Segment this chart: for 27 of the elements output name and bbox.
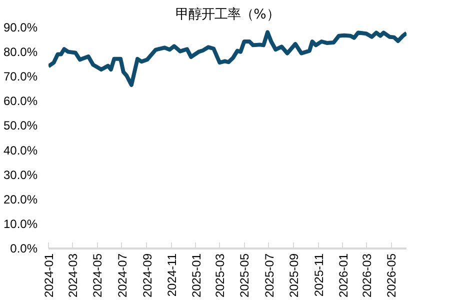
x-tick-label: 2025-03 [213,253,228,298]
y-tick-label: 30.0% [3,168,38,182]
y-tick-label: 20.0% [3,192,38,206]
x-tick-label: 2026-05 [384,253,399,298]
line-series [48,30,406,87]
x-tick-label: 2024-07 [115,253,130,298]
y-tick-label: 80.0% [3,45,38,60]
y-tick-label: 60.0% [3,94,38,108]
x-tick-label: 2024-03 [66,253,80,298]
x-tick-label: 2025-11 [312,253,326,297]
y-tick-label: 10.0% [3,216,38,231]
y-tick-label: 0.0% [10,242,38,256]
x-tick-label: 2024-09 [140,253,154,298]
x-tick-label: 2025-01 [189,253,204,298]
y-tick-label: 70.0% [3,70,38,84]
x-tick-label: 2025-07 [262,253,276,298]
chart-title: 甲醇开工率（%） [176,6,280,22]
x-tick-label: 2026-01 [336,253,350,298]
x-tick-label: 2025-09 [287,253,302,298]
x-tick-label: 2024-05 [90,253,105,298]
x-tick-label: 2025-05 [238,253,252,298]
x-tick-label: 2026-03 [360,253,374,298]
x-tick-label: 2024-11 [164,253,179,297]
y-tick-label: 40.0% [3,143,38,158]
y-tick-label: 50.0% [3,118,38,133]
y-tick-label: 90.0% [3,20,38,34]
x-tick-label: 2024-01 [42,253,56,298]
